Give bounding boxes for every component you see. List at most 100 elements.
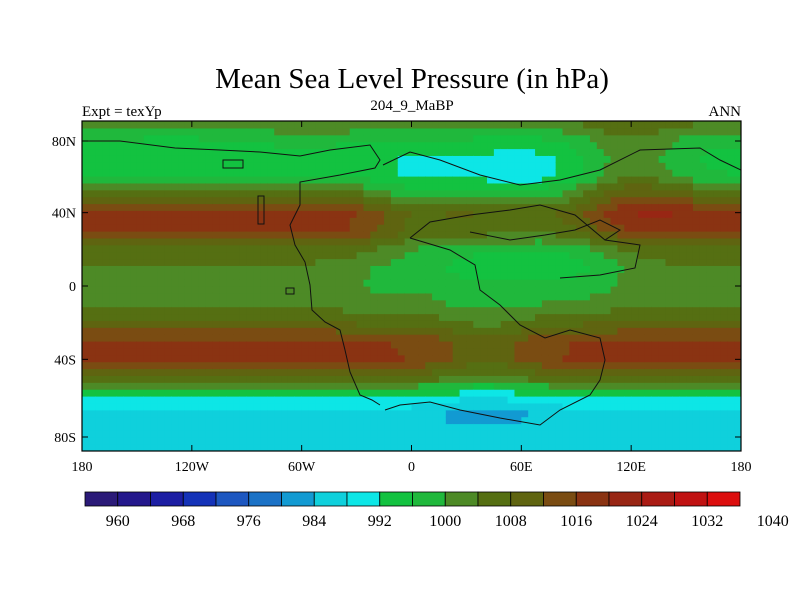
- pressure-cell: [88, 265, 97, 273]
- pressure-cell: [555, 347, 564, 356]
- pressure-cell: [651, 437, 660, 445]
- pressure-cell: [143, 231, 152, 239]
- pressure-cell: [212, 389, 220, 397]
- pressure-cell: [390, 127, 399, 136]
- pressure-cell: [418, 244, 426, 253]
- pressure-cell: [528, 258, 536, 266]
- pressure-cell: [583, 286, 591, 294]
- pressure-cell: [178, 279, 186, 287]
- pressure-cell: [521, 334, 529, 342]
- pressure-cell: [384, 272, 392, 280]
- pressure-cell: [287, 361, 296, 370]
- pressure-cell: [184, 389, 193, 397]
- pressure-cell: [432, 313, 440, 321]
- pressure-cell: [583, 416, 591, 425]
- pressure-cell: [143, 361, 152, 370]
- pressure-cell: [130, 437, 138, 445]
- pressure-cell: [109, 189, 117, 198]
- pressure-cell: [452, 217, 461, 225]
- pressure-cell: [109, 176, 117, 184]
- pressure-cell: [679, 368, 687, 376]
- pressure-cell: [109, 162, 117, 170]
- pressure-cell: [480, 162, 488, 170]
- pressure-cell: [239, 162, 248, 170]
- pressure-cell: [692, 354, 701, 363]
- pressure-cell: [219, 203, 227, 211]
- pressure-cell: [631, 423, 639, 431]
- pressure-cell: [384, 203, 392, 211]
- pressure-cell: [164, 299, 172, 308]
- pressure-cell: [541, 169, 550, 177]
- pressure-cell: [342, 382, 351, 390]
- pressure-cell: [95, 389, 104, 397]
- pressure-cell: [624, 258, 632, 266]
- pressure-cell: [178, 162, 186, 170]
- pressure-cell: [617, 182, 625, 191]
- pressure-cell: [624, 375, 632, 383]
- pressure-cell: [418, 306, 426, 315]
- pressure-cell: [555, 430, 564, 438]
- pressure-cell: [528, 368, 536, 376]
- pressure-cell: [363, 237, 371, 246]
- pressure-cell: [631, 320, 639, 328]
- pressure-cell: [583, 203, 591, 211]
- pressure-cell: [260, 354, 268, 363]
- pressure-cell: [589, 134, 598, 143]
- pressure-cell: [734, 169, 741, 177]
- pressure-cell: [562, 169, 570, 177]
- pressure-cell: [233, 361, 241, 370]
- pressure-cell: [171, 437, 179, 445]
- pressure-cell: [377, 176, 385, 184]
- pressure-cell: [109, 327, 117, 335]
- pressure-cell: [535, 182, 543, 191]
- pressure-cell: [143, 327, 152, 335]
- pressure-cell: [583, 231, 591, 239]
- pressure-cell: [411, 189, 419, 198]
- pressure-cell: [541, 176, 550, 184]
- pressure-cell: [480, 134, 488, 143]
- pressure-cell: [425, 121, 433, 129]
- pressure-cell: [397, 162, 406, 170]
- pressure-cell: [370, 258, 378, 266]
- pressure-cell: [487, 292, 495, 301]
- pressure-cell: [665, 396, 673, 404]
- pressure-cell: [102, 444, 111, 451]
- pressure-cell: [638, 430, 646, 438]
- pressure-cell: [514, 141, 522, 150]
- pressure-cell: [644, 299, 653, 308]
- pressure-cell: [95, 423, 104, 431]
- pressure-cell: [438, 286, 447, 294]
- pressure-cell: [583, 382, 591, 390]
- pressure-cell: [617, 444, 625, 451]
- pressure-cell: [706, 396, 715, 404]
- pressure-cell: [734, 182, 741, 191]
- pressure-cell: [136, 430, 145, 438]
- pressure-cell: [102, 368, 111, 376]
- pressure-cell: [315, 224, 323, 232]
- pressure-cell: [555, 162, 564, 170]
- pressure-cell: [631, 416, 639, 425]
- pressure-cell: [267, 286, 275, 294]
- pressure-cell: [466, 402, 474, 411]
- pressure-cell: [589, 382, 598, 390]
- pressure-cell: [727, 347, 735, 356]
- pressure-cell: [363, 354, 371, 363]
- pressure-cell: [679, 437, 687, 445]
- pressure-cell: [253, 141, 262, 150]
- pressure-cell: [500, 361, 509, 370]
- pressure-cell: [576, 251, 584, 260]
- pressure-cell: [150, 182, 159, 191]
- pressure-cell: [157, 203, 165, 211]
- pressure-cell: [624, 437, 632, 445]
- season-label: ANN: [709, 104, 742, 120]
- pressure-cell: [363, 327, 371, 335]
- pressure-cell: [487, 272, 495, 280]
- pressure-cell: [569, 382, 577, 390]
- pressure-cell: [562, 258, 570, 266]
- pressure-cell: [569, 299, 577, 308]
- pressure-cell: [178, 134, 186, 143]
- pressure-cell: [294, 402, 303, 411]
- pressure-cell: [143, 382, 152, 390]
- pressure-cell: [109, 134, 117, 143]
- pressure-cell: [136, 375, 145, 383]
